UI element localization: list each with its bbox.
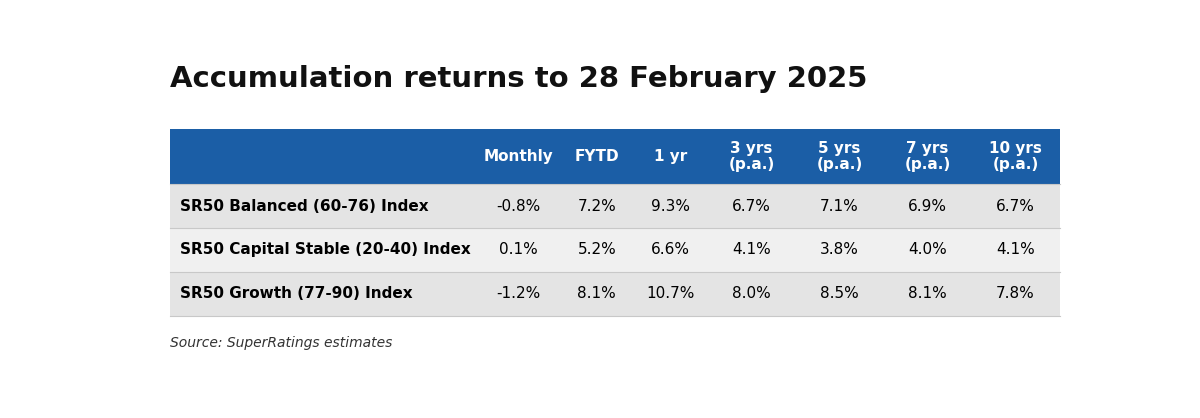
Text: 6.6%: 6.6%	[652, 242, 690, 257]
Text: 4.1%: 4.1%	[732, 242, 770, 257]
Text: 4.0%: 4.0%	[908, 242, 947, 257]
Text: Source: SuperRatings estimates: Source: SuperRatings estimates	[170, 336, 392, 350]
Text: 4.1%: 4.1%	[996, 242, 1034, 257]
Text: Monthly: Monthly	[484, 149, 553, 164]
Text: -0.8%: -0.8%	[497, 199, 541, 214]
Text: 6.9%: 6.9%	[908, 199, 947, 214]
Bar	[170, 184, 1060, 228]
Text: FYTD: FYTD	[575, 149, 619, 164]
Text: 8.5%: 8.5%	[820, 286, 859, 301]
Text: SR50 Growth (77-90) Index: SR50 Growth (77-90) Index	[180, 286, 413, 301]
Text: 8.1%: 8.1%	[577, 286, 616, 301]
Text: 9.3%: 9.3%	[652, 199, 690, 214]
Text: -1.2%: -1.2%	[497, 286, 541, 301]
Text: 10 yrs
(p.a.): 10 yrs (p.a.)	[989, 140, 1042, 173]
Text: Accumulation returns to 28 February 2025: Accumulation returns to 28 February 2025	[170, 65, 868, 93]
Text: 3.8%: 3.8%	[820, 242, 859, 257]
Text: 5 yrs
(p.a.): 5 yrs (p.a.)	[816, 140, 863, 173]
Text: 7.8%: 7.8%	[996, 286, 1034, 301]
Bar	[170, 272, 1060, 316]
Text: 3 yrs
(p.a.): 3 yrs (p.a.)	[728, 140, 774, 173]
Text: 10.7%: 10.7%	[647, 286, 695, 301]
Bar	[170, 228, 1060, 272]
Text: 8.0%: 8.0%	[732, 286, 770, 301]
Text: 8.1%: 8.1%	[908, 286, 947, 301]
Text: 7.1%: 7.1%	[820, 199, 859, 214]
Text: 5.2%: 5.2%	[577, 242, 616, 257]
Text: 6.7%: 6.7%	[996, 199, 1034, 214]
Text: 6.7%: 6.7%	[732, 199, 770, 214]
Bar	[170, 129, 1060, 184]
Text: SR50 Capital Stable (20-40) Index: SR50 Capital Stable (20-40) Index	[180, 242, 470, 257]
Text: 7 yrs
(p.a.): 7 yrs (p.a.)	[905, 140, 950, 173]
Text: SR50 Balanced (60-76) Index: SR50 Balanced (60-76) Index	[180, 199, 428, 214]
Text: 7.2%: 7.2%	[577, 199, 616, 214]
Text: 1 yr: 1 yr	[654, 149, 688, 164]
Text: 0.1%: 0.1%	[499, 242, 538, 257]
